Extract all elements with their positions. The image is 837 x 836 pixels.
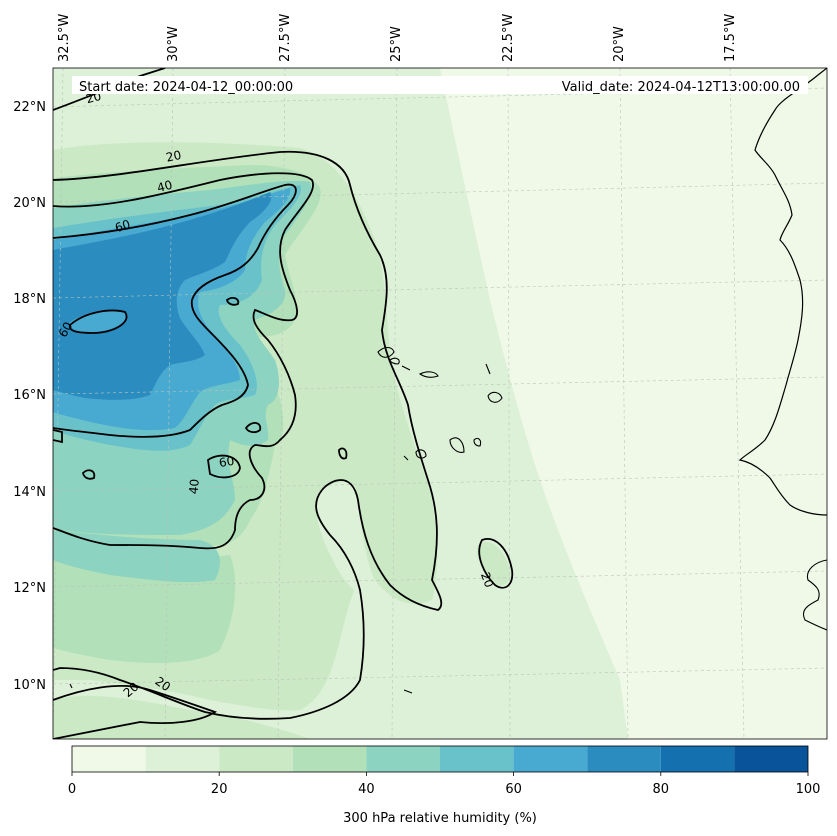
lon-label: 17.5°W — [723, 14, 738, 62]
colorbar-label: 300 hPa relative humidity (%) — [343, 811, 537, 826]
colorbar-cell — [440, 746, 514, 772]
colorbar-cell — [145, 746, 220, 772]
rh-band-40-50-south — [53, 530, 220, 583]
lon-label: 30°W — [166, 26, 181, 62]
africa-coastline — [738, 68, 827, 516]
colorbar-cell — [366, 746, 440, 772]
lat-label: 10°N — [13, 678, 46, 693]
colorbar-cell — [219, 746, 293, 772]
lat-label: 18°N — [13, 292, 46, 307]
colorbar-cell — [587, 746, 661, 772]
contour-small-1 — [244, 422, 262, 434]
contour-label: 40 — [186, 478, 201, 494]
valid-date: Valid_date: 2024-04-12T13:00:00.00 — [562, 80, 800, 95]
longitude-labels: 32.5°W 30°W 27.5°W 25°W 22.5°W 20°W 17.5… — [57, 14, 738, 62]
contour-label: 60 — [113, 217, 132, 235]
lat-label: 20°N — [13, 196, 46, 211]
contour-small-2 — [225, 297, 240, 306]
contour-60 — [53, 183, 297, 438]
contour-small-5 — [53, 429, 63, 444]
africa-coastline-guinea — [802, 559, 827, 631]
rh-band-20-30-patch — [477, 541, 511, 586]
map-area: 20 20 40 60 60 60 40 20 20 20 — [53, 68, 827, 739]
map-frame — [52, 67, 828, 740]
contour-labels: 20 20 40 60 60 60 40 20 20 20 — [56, 89, 497, 700]
contour-label: 20 — [478, 570, 496, 589]
contour-small-3 — [82, 469, 96, 480]
colorbar-ticks — [71, 772, 809, 776]
lon-label: 32.5°W — [57, 14, 72, 62]
colorbar-cell — [660, 746, 735, 772]
lon-label: 22.5°W — [501, 14, 516, 62]
colorbar-frame — [71, 745, 809, 773]
contour-label: 60 — [56, 319, 76, 339]
colorbar-cell — [513, 746, 588, 772]
colorbar-tick-label: 0 — [68, 782, 76, 797]
rh-band-20-30-south — [53, 695, 310, 739]
lon-label: 27.5°W — [278, 14, 293, 62]
lat-label: 22°N — [13, 100, 46, 115]
colorbar-cells — [72, 746, 808, 772]
lat-label: 12°N — [13, 581, 46, 596]
contour-label: 40 — [155, 178, 173, 195]
colorbar-cell — [72, 746, 146, 772]
contour-small-4 — [338, 447, 348, 460]
lon-label: 25°W — [389, 26, 404, 62]
contour-label: 20 — [165, 148, 183, 165]
contour-label: 60 — [218, 454, 235, 470]
colorbar-tick-label: 60 — [505, 782, 522, 797]
gridlines — [53, 68, 827, 739]
colorbar-tick-label: 100 — [796, 782, 821, 797]
colorbar: 0 20 40 60 80 100 300 hPa relative humid… — [68, 745, 821, 826]
contour-60-inner — [68, 309, 128, 334]
header-box — [72, 76, 808, 94]
colorbar-cell — [292, 746, 367, 772]
contour-60-blob — [207, 454, 241, 479]
colorbar-tick-label: 40 — [358, 782, 375, 797]
colorbar-tick-label: 80 — [653, 782, 670, 797]
rh-dry-patch — [316, 481, 395, 612]
lat-label: 16°N — [13, 388, 46, 403]
rh-band-south-moist — [240, 635, 308, 700]
start-date: Start date: 2024-04-12_00:00:00 — [79, 80, 293, 95]
colorbar-tick-label: 20 — [211, 782, 228, 797]
contour-40 — [53, 172, 314, 550]
latitude-labels: 22°N 20°N 18°N 16°N 14°N 12°N 10°N — [13, 100, 46, 693]
colorbar-cell — [734, 746, 808, 772]
lon-label: 20°W — [612, 26, 627, 62]
contour-20-south — [53, 684, 218, 739]
islands — [69, 346, 503, 694]
rh-band-70-80 — [53, 192, 272, 400]
contour-20-island — [478, 538, 514, 589]
lat-label: 14°N — [13, 485, 46, 500]
